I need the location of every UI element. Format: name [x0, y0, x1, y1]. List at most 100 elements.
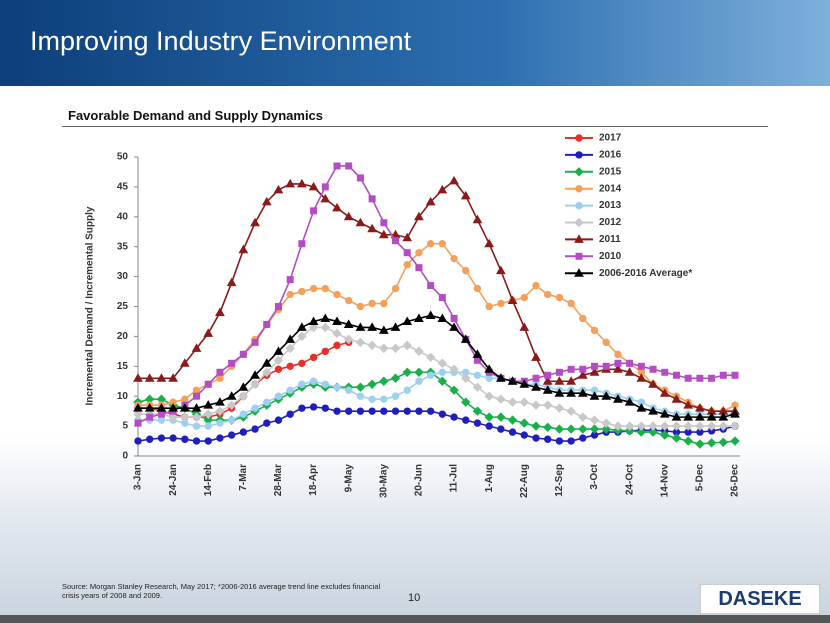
data-point	[496, 394, 506, 404]
data-point	[285, 343, 295, 354]
data-point	[157, 410, 165, 418]
x-tick-label: 24-Oct	[624, 463, 635, 495]
data-point	[298, 287, 306, 296]
legend-marker	[574, 217, 584, 228]
data-point	[532, 281, 540, 290]
data-point	[696, 374, 704, 382]
data-point	[239, 350, 247, 358]
data-point	[378, 325, 389, 334]
data-point	[286, 362, 294, 370]
data-point	[461, 373, 471, 383]
data-point	[345, 162, 353, 170]
data-point	[414, 211, 424, 221]
data-point	[438, 368, 447, 376]
data-point	[578, 412, 588, 422]
data-point	[624, 421, 635, 431]
data-point	[708, 374, 716, 382]
data-point	[321, 284, 329, 293]
data-point	[544, 435, 552, 443]
data-point	[484, 238, 495, 248]
legend-marker	[575, 134, 583, 142]
data-point	[181, 435, 189, 443]
data-point	[590, 326, 599, 335]
data-point	[308, 316, 319, 325]
data-point	[333, 341, 341, 350]
data-point	[321, 404, 329, 412]
data-point	[579, 314, 587, 323]
data-point	[602, 362, 610, 370]
data-point	[380, 299, 388, 308]
y-tick-label: 50	[117, 152, 129, 163]
data-point	[239, 428, 248, 436]
data-point	[636, 403, 647, 412]
x-tick-label: 18-Apr	[308, 464, 319, 496]
data-point	[578, 424, 588, 434]
data-point	[309, 403, 318, 411]
data-point	[215, 307, 225, 316]
y-tick-label: 40	[117, 211, 129, 222]
data-point	[425, 196, 436, 206]
data-point	[227, 431, 236, 439]
data-point	[426, 240, 435, 248]
data-point	[659, 409, 670, 418]
data-point	[263, 419, 271, 427]
data-point	[626, 359, 634, 367]
data-point	[368, 407, 376, 415]
data-point	[683, 400, 694, 409]
x-tick-label: 26-Dec	[730, 464, 741, 497]
data-point	[555, 368, 563, 376]
data-point	[671, 394, 682, 403]
data-point	[356, 302, 365, 311]
legend-marker	[575, 185, 583, 193]
data-point	[614, 350, 622, 359]
data-point	[390, 343, 401, 354]
data-point	[228, 359, 236, 367]
data-point	[437, 376, 448, 386]
data-point	[519, 418, 530, 428]
data-point	[554, 424, 565, 434]
data-point	[497, 425, 505, 433]
data-point	[415, 407, 423, 415]
legend-marker	[574, 234, 584, 243]
data-point	[355, 322, 366, 331]
data-point	[367, 340, 377, 351]
data-point	[250, 379, 260, 389]
data-point	[321, 183, 329, 191]
data-point	[168, 412, 178, 422]
data-point	[577, 388, 588, 397]
data-point	[718, 437, 729, 447]
x-tick-label: 22-Aug	[519, 464, 530, 498]
data-point	[507, 415, 518, 425]
data-point	[367, 379, 377, 389]
legend-label: 2014	[599, 183, 622, 194]
data-point	[298, 404, 306, 412]
data-point	[554, 376, 565, 385]
data-point	[438, 294, 446, 302]
legend-label: 2016	[599, 150, 622, 161]
data-point	[473, 371, 482, 379]
data-point	[649, 365, 657, 373]
data-point	[473, 419, 482, 427]
data-point	[519, 322, 530, 331]
data-point	[683, 436, 693, 446]
data-point	[320, 193, 331, 203]
data-point	[216, 419, 224, 427]
x-tick-label: 7-Mar	[238, 464, 249, 491]
data-point	[438, 240, 447, 248]
data-point	[309, 353, 318, 362]
x-tick-label: 5-Dec	[695, 464, 706, 492]
data-point	[403, 407, 411, 415]
data-point	[589, 367, 600, 376]
data-point	[368, 299, 376, 308]
data-point	[519, 379, 530, 388]
data-point	[333, 407, 341, 415]
data-point	[579, 434, 587, 442]
legend-label: 2010	[599, 251, 622, 262]
data-point	[320, 322, 331, 333]
data-point	[274, 365, 283, 373]
data-point	[310, 207, 318, 215]
data-point	[402, 367, 412, 377]
data-point	[216, 434, 224, 442]
series-line	[137, 371, 736, 445]
data-point	[156, 403, 167, 412]
